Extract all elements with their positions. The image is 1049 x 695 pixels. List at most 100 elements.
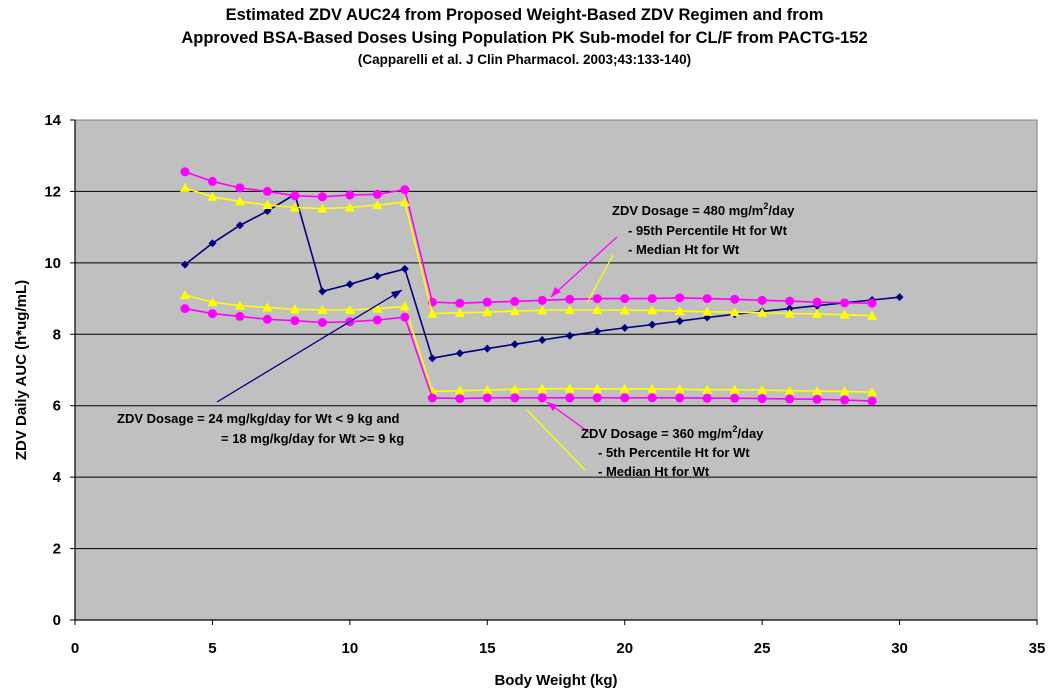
data-point [675,293,685,303]
data-point [344,202,355,212]
data-point [482,385,493,394]
x-tick-label: 25 [754,640,771,657]
x-tick-label: 15 [479,640,496,657]
series-4 [179,290,878,397]
data-point [510,296,520,306]
data-point [785,296,795,306]
data-point [812,394,822,404]
annotation-360-median: - Median Ht for Wt [598,464,710,479]
data-point [234,300,245,310]
data-point [510,340,519,349]
data-point [867,387,878,397]
data-point [372,189,382,199]
data-point [537,383,548,393]
x-tick-label: 35 [1029,640,1046,657]
data-point [647,383,658,393]
data-point [675,317,684,326]
data-point [509,384,520,394]
data-point [565,294,575,304]
data-point [592,393,602,403]
data-point [784,385,795,395]
data-point [537,393,547,403]
data-point [812,308,823,318]
data-point [812,297,822,307]
data-point [482,393,492,403]
data-point [454,385,465,395]
data-point [372,315,382,325]
arrowhead-360-magenta [547,402,557,411]
y-tick-label: 4 [53,469,62,486]
arrow-480-magenta [550,236,618,298]
y-tick-label: 8 [53,326,61,343]
data-point [839,386,850,396]
series-line [184,171,873,305]
data-point [399,197,410,207]
data-point [373,272,382,281]
data-point [207,191,218,201]
x-tick-label: 30 [891,640,908,657]
annotation-360-5th: - 5th Percentile Ht for Wt [598,445,750,460]
data-point [592,383,603,393]
data-point [565,331,574,340]
data-point [702,384,713,394]
data-point [455,394,465,404]
data-point [454,307,465,317]
y-tick-label: 10 [44,255,61,272]
data-point [428,354,437,363]
data-point [344,305,355,314]
annotation-arrows [216,236,618,471]
arrowhead-480-magenta [551,287,561,297]
x-tick-label: 10 [342,640,359,657]
series-3 [179,182,878,320]
data-point [179,290,190,299]
data-point [427,308,438,318]
gridlines [75,190,1037,550]
data-point [784,308,795,318]
data-point [564,383,575,393]
data-point [812,386,823,396]
data-point [674,306,685,316]
x-tick-label: 5 [208,640,216,657]
data-point [564,305,575,314]
annotation-480-95th: - 95th Percentile Ht for Wt [628,223,788,238]
data-point [647,393,657,403]
data-point [290,316,300,326]
chart-subtitle: (Capparelli et al. J Clin Pharmacol. 200… [357,52,692,67]
data-point [592,305,603,314]
arrow-360-yellow [526,409,586,471]
annotation-480-median: - Median Ht for Wt [628,242,740,257]
y-axis-label: ZDV Daily AUC (h*ug/mL) [13,280,30,460]
arrow-480-yellow [586,254,614,304]
data-point [235,221,244,230]
data-point [620,393,630,403]
y-tick-label: 0 [53,612,61,629]
data-point [867,396,877,406]
chart-title-line-2: Approved BSA-Based Doses Using Populatio… [181,29,868,47]
data-point [619,305,630,315]
axes: 0 2 4 6 8 10 12 14 0 5 10 15 20 25 30 35 [44,112,1045,657]
data-point [317,203,328,213]
data-point [565,393,575,403]
data-point [674,384,685,394]
data-point [262,186,272,196]
data-point [702,306,713,316]
data-point [372,200,383,209]
data-point [482,307,493,317]
y-tick-label: 14 [44,112,61,129]
chart-title-block: Estimated ZDV AUC24 from Proposed Weight… [0,4,1049,69]
data-point [757,307,768,317]
data-point [730,393,740,403]
data-point [729,384,740,394]
data-point [317,318,327,327]
data-point [675,393,685,403]
data-point [840,395,850,405]
data-point [538,336,547,344]
y-tick-label: 12 [44,183,61,200]
data-point [208,239,217,248]
data-point [372,303,383,313]
data-point [785,394,795,404]
series-line [184,307,873,402]
data-point [289,304,300,314]
data-point [427,386,438,396]
data-point [180,260,189,269]
